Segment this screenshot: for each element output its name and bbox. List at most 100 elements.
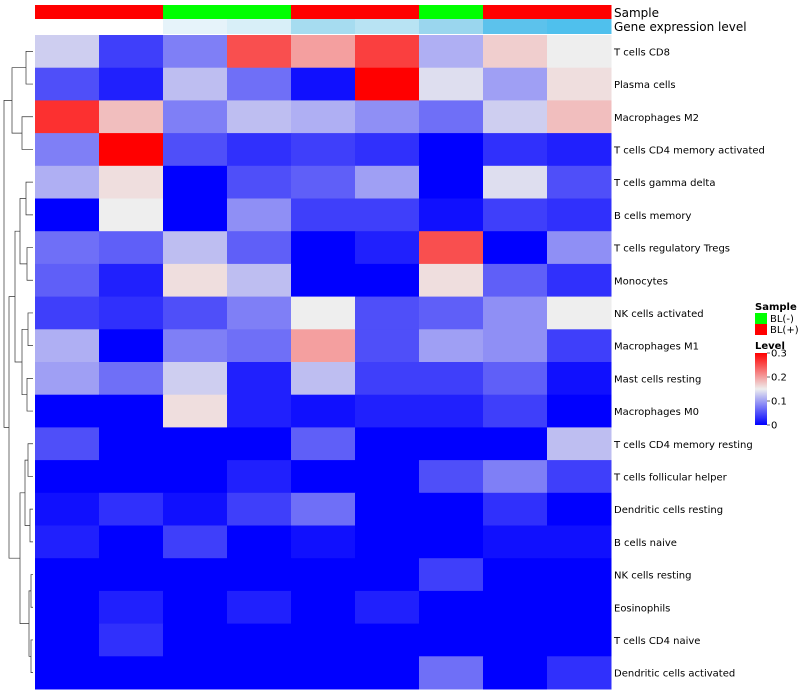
heatmap-cell (227, 492, 292, 526)
row-label: B cells memory (614, 211, 691, 222)
heatmap-cell (163, 623, 228, 657)
heatmap-cell (483, 656, 548, 690)
legend-label-bl-plus: BL(+) (770, 325, 799, 336)
heatmap-cell (291, 231, 356, 265)
row-dendrogram (3, 51, 33, 673)
heatmap-cell (35, 67, 100, 101)
sample-annotation-cell (227, 5, 292, 19)
dendrogram-branch (25, 51, 33, 85)
heatmap-cell (419, 427, 484, 461)
heatmap-cell (483, 100, 548, 134)
heatmap-cell (547, 362, 612, 396)
heatmap-cell (291, 558, 356, 592)
heatmap-cell (483, 460, 548, 494)
heatmap-cell (227, 263, 292, 298)
heatmap-cell (227, 525, 292, 559)
heatmap-cell (35, 165, 100, 199)
heatmap-cell (163, 460, 228, 494)
heatmap-cell (419, 67, 484, 101)
heatmap-cell (227, 133, 292, 167)
heatmap-cell (291, 590, 356, 625)
heatmap-cell (35, 460, 100, 494)
dendrogram-branch (11, 67, 26, 134)
heatmap-cell (355, 656, 420, 690)
heatmap-cell (291, 623, 356, 657)
heatmap-cell (99, 263, 164, 298)
heatmap-cell (35, 590, 100, 625)
gene-expression-annotation-cell (99, 19, 164, 34)
heatmap-cell (99, 198, 164, 232)
legend-level-title: Level (755, 341, 785, 352)
heatmap-cell (355, 100, 420, 134)
heatmap-cell (291, 133, 356, 167)
row-label: Macrophages M1 (614, 342, 699, 353)
heatmap-cell (355, 362, 420, 396)
row-label: T cells CD8 (613, 47, 670, 58)
heatmap-cell (483, 165, 548, 199)
heatmap-cell (419, 590, 484, 625)
heatmap-cell (291, 100, 356, 134)
heatmap-cell (163, 590, 228, 625)
heatmap-cell (547, 296, 612, 330)
heatmap-cell (291, 492, 356, 526)
dendrogram-branch (29, 508, 33, 543)
heatmap-cell (99, 100, 164, 134)
heatmap-cell (547, 35, 612, 69)
heatmap-cell (547, 656, 612, 690)
heatmap-cell (163, 231, 228, 265)
heatmap-cell (547, 590, 612, 625)
dendrogram-branch (30, 639, 33, 673)
heatmap-cell (419, 296, 484, 330)
heatmap-cell (227, 590, 292, 625)
dendrogram-branch (27, 312, 33, 346)
dendrogram-branch (14, 230, 22, 363)
sample-annotation-cell (163, 5, 228, 19)
heatmap-cell (483, 35, 548, 69)
heatmap-cell (99, 35, 164, 69)
heatmap-cell (483, 231, 548, 265)
row-label: T cells follicular helper (613, 472, 728, 483)
dendrogram-branch (25, 181, 33, 216)
legend: Sample BL(-) BL(+) Level 0.3 0.2 0.1 0 (755, 302, 799, 432)
heatmap-cell (483, 263, 548, 298)
row-label: Macrophages M2 (614, 113, 699, 124)
heatmap-cell (355, 590, 420, 625)
heatmap-cell (227, 165, 292, 199)
heatmap-cell (483, 394, 548, 428)
heatmap-cell (163, 296, 228, 330)
heatmap-cell (227, 231, 292, 265)
heatmap-cell (419, 198, 484, 232)
heatmap-cell (227, 35, 292, 69)
row-label: Monocytes (614, 276, 668, 287)
heatmap-cell (355, 525, 420, 559)
sample-annotation-cell (355, 5, 420, 19)
legend-level-ticks: 0.3 0.2 0.1 0 (767, 349, 787, 432)
heatmap-cell (227, 100, 292, 134)
heatmap-cell (99, 362, 164, 396)
heatmap-cell (547, 231, 612, 265)
heatmap-cell (419, 231, 484, 265)
row-label: T cells CD4 naive (613, 636, 700, 647)
heatmap-cell (99, 590, 164, 625)
heatmap-cell (163, 165, 228, 199)
heatmap-cell (483, 492, 548, 526)
dendrogram-branch (3, 100, 12, 428)
gene-expression-annotation-bar (35, 19, 612, 34)
heatmap-cell (547, 329, 612, 363)
heatmap-cell (35, 394, 100, 428)
row-labels: T cells CD8 Plasma cells Macrophages M2 T c… (613, 47, 765, 679)
gene-expression-annotation-cell (419, 19, 484, 34)
heatmap-cell (99, 296, 164, 330)
heatmap-cell (419, 656, 484, 690)
gene-expression-annotation-cell (163, 19, 228, 34)
legend-level-colorbar (755, 353, 767, 425)
row-label: Dendritic cells activated (614, 669, 735, 680)
row-label: Mast cells resting (614, 374, 701, 385)
heatmap-cell (355, 296, 420, 330)
heatmap-cell (547, 263, 612, 298)
dendrogram-branch (30, 574, 33, 608)
heatmap-cell (35, 198, 100, 232)
heatmap-cell (227, 460, 292, 494)
heatmap-cell (99, 329, 164, 363)
